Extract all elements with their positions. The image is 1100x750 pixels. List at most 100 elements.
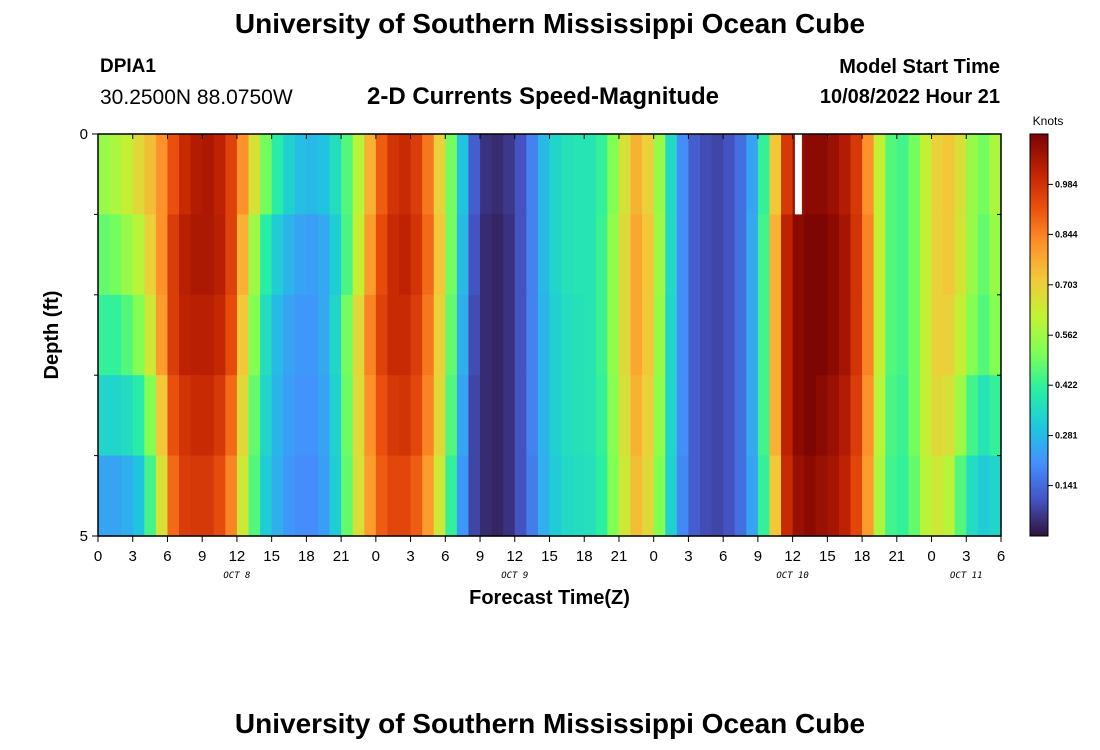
- heatmap-cell: [364, 134, 377, 215]
- model-start-label: Model Start Time: [839, 56, 1000, 78]
- heatmap-cell: [977, 134, 991, 215]
- heatmap-cell: [711, 455, 724, 537]
- heatmap-cell: [908, 134, 921, 215]
- heatmap-cell: [746, 134, 759, 215]
- heatmap-cell: [931, 294, 944, 376]
- day-label: OCT 11: [950, 571, 983, 581]
- heatmap-cell: [236, 214, 250, 296]
- heatmap-cell: [306, 455, 319, 537]
- heatmap-cell: [989, 134, 1002, 215]
- heatmap-cell: [236, 455, 250, 537]
- heatmap-cell: [317, 214, 331, 296]
- heatmap-cell: [456, 214, 470, 296]
- heatmap-cell: [109, 214, 122, 296]
- heatmap-cell: [792, 294, 805, 376]
- x-tick-label: 9: [198, 548, 206, 565]
- heatmap-cell: [757, 375, 771, 457]
- heatmap-cell: [711, 214, 724, 296]
- heatmap-cell: [352, 294, 365, 376]
- heatmap-cell: [723, 214, 736, 296]
- heatmap-cell: [769, 134, 782, 215]
- heatmap-cell: [943, 134, 956, 215]
- heatmap-cell: [896, 214, 909, 296]
- heatmap-cell: [873, 214, 886, 296]
- heatmap-cell: [236, 375, 250, 457]
- heatmap-cell: [225, 375, 238, 457]
- heatmap-cell: [271, 375, 284, 457]
- heatmap-cell: [190, 455, 203, 537]
- heatmap-cell: [873, 134, 886, 215]
- heatmap-cell: [954, 294, 967, 376]
- heatmap-cell: [827, 214, 840, 296]
- x-tick-label: 15: [263, 548, 280, 565]
- heatmap-cell: [688, 214, 701, 296]
- heatmap-cell: [931, 455, 944, 537]
- heatmap-cell: [364, 294, 377, 376]
- model-start-value: 10/08/2022 Hour 21: [819, 86, 1000, 108]
- heatmap-cell: [757, 134, 771, 215]
- heatmap-cell: [595, 455, 608, 537]
- heatmap-cell: [179, 455, 192, 537]
- heatmap-cell: [919, 214, 933, 296]
- heatmap-cell: [109, 375, 122, 457]
- heatmap-cell: [121, 214, 134, 296]
- heatmap-cell: [190, 134, 203, 215]
- heatmap-cell: [688, 375, 701, 457]
- heatmap-cell: [225, 134, 238, 215]
- x-tick-label: 15: [541, 548, 558, 565]
- heatmap-cell: [676, 375, 690, 457]
- heatmap-cell: [98, 134, 111, 215]
- x-tick-label: 6: [997, 548, 1005, 565]
- heatmap-cell: [757, 294, 771, 376]
- heatmap-cell: [746, 375, 759, 457]
- heatmap-cell: [804, 214, 817, 296]
- heatmap-cell: [908, 294, 921, 376]
- heatmap-cell: [445, 375, 458, 457]
- x-tick-label: 6: [441, 548, 449, 565]
- heatmap-cell: [341, 455, 354, 537]
- heatmap-cell: [202, 294, 215, 376]
- heatmap-cell: [387, 455, 400, 537]
- heatmap-cell: [688, 455, 701, 537]
- heatmap-cell: [653, 134, 666, 215]
- heatmap-cell: [132, 294, 145, 376]
- heatmap-cell: [734, 214, 747, 296]
- heatmap-cell: [827, 134, 840, 215]
- heatmap-cell: [468, 134, 481, 215]
- heatmap-cell: [480, 134, 493, 215]
- heatmap-cell: [399, 375, 412, 457]
- heatmap-cell: [815, 455, 828, 537]
- heatmap-cell: [491, 214, 504, 296]
- x-tick-label: 18: [298, 548, 315, 565]
- heatmap-cell: [572, 375, 585, 457]
- heatmap-cell: [98, 294, 111, 376]
- heatmap-cell: [607, 375, 620, 457]
- main-title: University of Southern Mississippi Ocean…: [234, 8, 866, 39]
- heatmap-cell: [642, 134, 655, 215]
- x-tick-label: 6: [719, 548, 727, 565]
- heatmap-cell: [827, 375, 840, 457]
- heatmap-cell: [734, 134, 747, 215]
- heatmap-cell: [943, 294, 956, 376]
- heatmap-cell: [642, 294, 655, 376]
- heatmap-cell: [202, 134, 215, 215]
- heatmap-cell: [966, 294, 979, 376]
- heatmap-cell: [769, 214, 782, 296]
- heatmap-cell: [827, 455, 840, 537]
- heatmap-cell: [248, 455, 261, 537]
- colorbar-tick-label: 0.703: [1055, 280, 1078, 290]
- heatmap-cell: [155, 214, 169, 296]
- heatmap-cell: [352, 214, 365, 296]
- heatmap-cell: [896, 294, 909, 376]
- heatmap-cell: [838, 455, 852, 537]
- heatmap-cell: [399, 455, 412, 537]
- heatmap-cell: [364, 455, 377, 537]
- heatmap-cell: [410, 214, 423, 296]
- heatmap-cell: [561, 134, 574, 215]
- heatmap-cell: [734, 375, 747, 457]
- masked-cell: [794, 134, 802, 215]
- heatmap-cell: [954, 455, 967, 537]
- heatmap-cell: [132, 134, 145, 215]
- heatmap-cell: [387, 294, 400, 376]
- heatmap-cell: [260, 375, 273, 457]
